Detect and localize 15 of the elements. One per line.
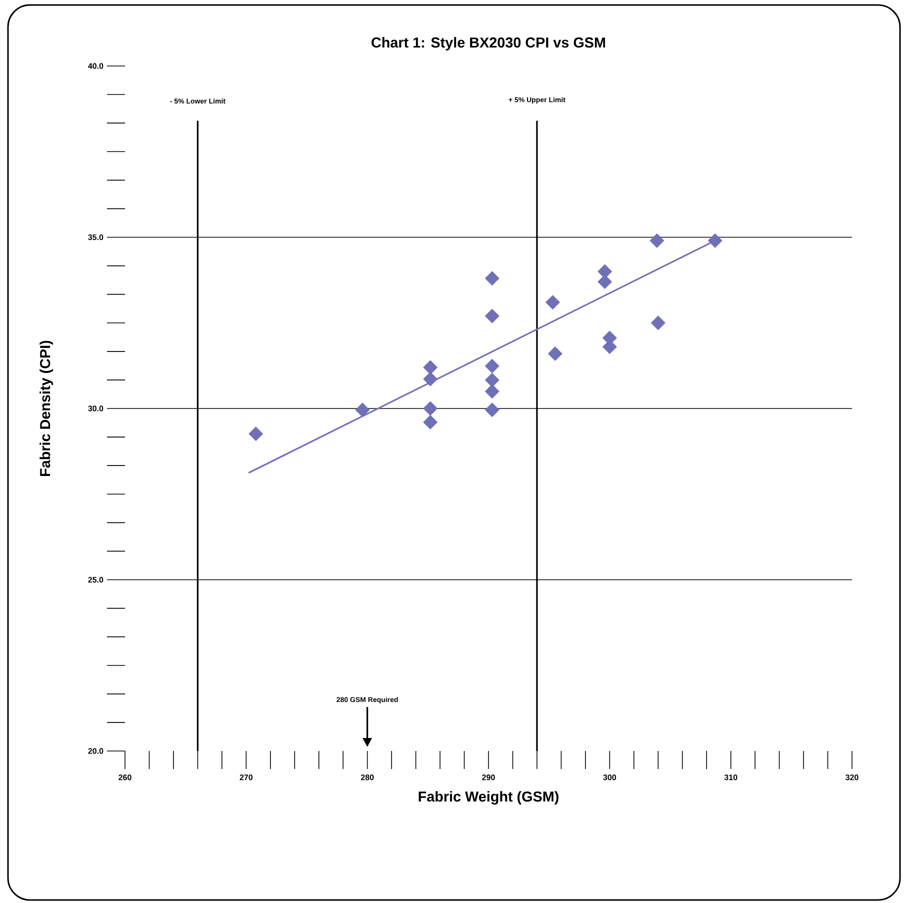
x-tick-label: 270 xyxy=(240,774,253,780)
y-tick-label: 30.0 xyxy=(88,406,104,412)
y-tick-label: 25.0 xyxy=(88,576,104,583)
y-axis-title: Fabric Density (CPI) xyxy=(40,340,54,476)
y-tick-label: 20.0 xyxy=(88,748,104,754)
x-axis-title: Fabric Weight (GSM) xyxy=(418,791,558,805)
x-tick-label: 290 xyxy=(482,774,495,780)
y-tick-label: 40.0 xyxy=(88,63,104,69)
y-tick-label: 35.0 xyxy=(88,234,104,240)
chart-title: Chart 1: Style BX2030 CPI vs GSM xyxy=(372,37,606,50)
x-tick-label: 320 xyxy=(846,774,858,780)
x-tick-label: 300 xyxy=(603,774,616,780)
x-tick-label: 280 xyxy=(360,774,374,780)
x-tick-label: 310 xyxy=(724,774,738,780)
x-tick-label: 260 xyxy=(118,774,132,780)
